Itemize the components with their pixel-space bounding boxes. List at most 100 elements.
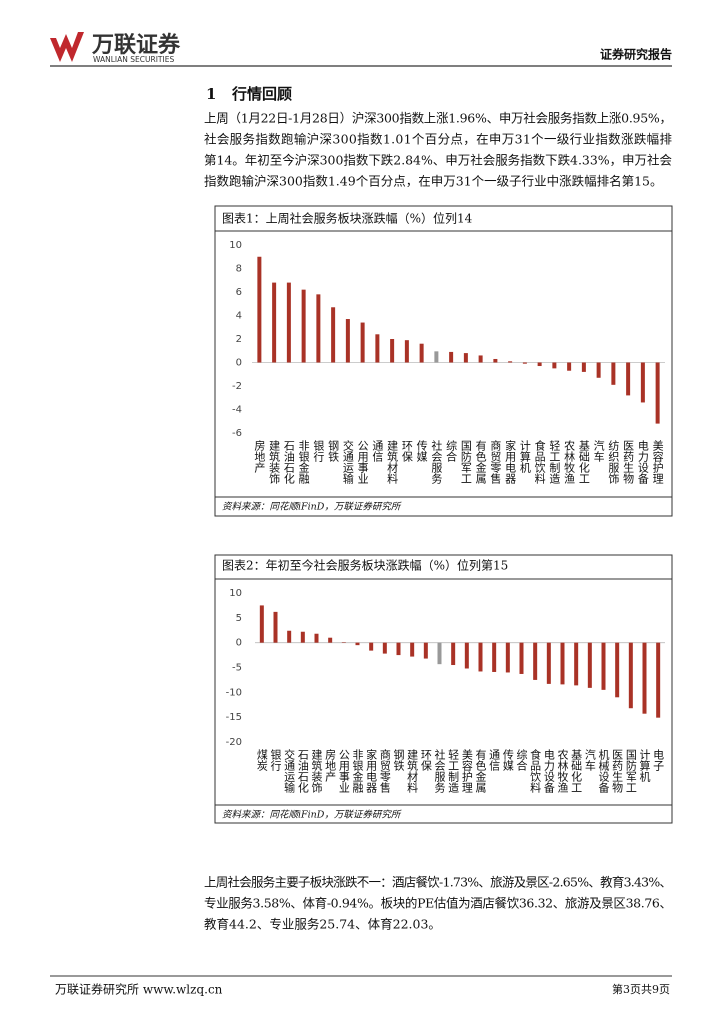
bar: [628, 642, 633, 709]
bar: [273, 611, 278, 643]
x-tick-label: 纺织服饰: [607, 439, 620, 484]
bar: [434, 351, 439, 363]
bar: [640, 362, 645, 403]
bar: [505, 642, 510, 673]
x-tick-label: 食品饮料: [529, 748, 542, 794]
x-tick-label: 综合: [515, 748, 528, 771]
x-tick-label: 医药生物: [611, 749, 624, 793]
y-tick-label: 6: [236, 287, 242, 298]
x-tick-label: 石油石化: [296, 749, 309, 794]
bar: [655, 362, 660, 424]
bar: [286, 282, 291, 363]
x-tick-label: 综合: [445, 439, 458, 462]
x-tick-label: 汽车: [592, 439, 605, 463]
bar: [449, 351, 454, 363]
bar: [345, 319, 350, 363]
bar: [300, 631, 305, 643]
x-tick-label: 家用电器: [504, 439, 517, 485]
x-tick-label: 传媒: [501, 749, 514, 772]
x-tick-label: 传媒: [415, 440, 428, 463]
x-tick-label: 交通运输: [341, 439, 354, 485]
bar: [423, 642, 428, 659]
y-tick-label: -20: [226, 737, 242, 748]
bar: [546, 642, 551, 684]
y-tick-label: 10: [229, 588, 242, 599]
x-tick-label: 建筑装饰: [310, 748, 323, 793]
x-tick-label: 农林牧渔: [563, 439, 576, 485]
x-tick-label: 美容护理: [460, 749, 473, 793]
x-tick-label: 石油石化: [282, 440, 295, 485]
bar: [382, 642, 387, 654]
y-tick-label: 2: [236, 334, 242, 345]
bar: [410, 642, 415, 657]
bar: [492, 642, 497, 672]
logo: [50, 32, 84, 62]
x-tick-label: 钢铁: [327, 440, 340, 462]
y-tick-label: 10: [229, 240, 242, 251]
bar: [419, 343, 424, 363]
x-tick-label: 建筑装饰: [268, 439, 281, 484]
x-tick-label: 通信: [488, 749, 501, 772]
paragraph-line: 上周（1月22日-1月28日）沪深300指数上涨1.96%、申万社会服务指数上涨…: [204, 111, 672, 126]
source: 资料来源：同花顺iFinD，万联证券研究所: [222, 501, 402, 513]
bar: [451, 642, 456, 666]
y-tick-label: 4: [236, 311, 242, 322]
x-tick-label: 电力设备: [542, 749, 555, 794]
bar: [259, 605, 264, 643]
x-tick-label: 医药生物: [622, 440, 635, 484]
figure-frame: [214, 205, 673, 517]
y-tick-label: -2: [232, 381, 242, 392]
bar: [519, 642, 524, 674]
bar: [369, 642, 374, 651]
paragraph-line: 专业服务3.58%、体育-0.94%。板块的PE估值为酒店餐饮36.32、旅游及…: [204, 896, 672, 911]
x-tick-label: 基础化工: [570, 749, 583, 793]
bar: [587, 642, 592, 688]
bar: [404, 340, 409, 363]
bar: [601, 642, 606, 690]
bar: [642, 642, 647, 714]
x-tick-label: 有色金属: [474, 748, 487, 794]
paragraph-line: 社会服务指数跑输沪深300指数1.01个百分点，在申万31个一级行业指数涨跌幅排: [204, 132, 672, 147]
bar: [478, 642, 483, 672]
x-tick-label: 轻工制造: [447, 748, 460, 793]
x-tick-label: 煤炭: [255, 749, 268, 772]
bar: [552, 362, 557, 369]
bar: [301, 289, 306, 363]
x-tick-label: 建筑材料: [386, 439, 399, 485]
x-tick-label: 农林牧渔: [556, 748, 569, 794]
x-tick-label: 通信: [371, 440, 384, 463]
bar: [626, 362, 631, 396]
footer-left: 万联证券研究所 www.wlzq.cn: [55, 982, 223, 997]
x-tick-label: 基础化工: [577, 440, 590, 484]
bar: [464, 642, 469, 669]
bar: [314, 633, 319, 643]
x-tick-label: 交通运输: [283, 748, 296, 794]
paragraph-line: 第14。年初至今沪深300指数下跌2.84%、申万社会服务指数下跌4.33%，申…: [204, 153, 672, 168]
y-tick-label: -6: [232, 428, 242, 439]
x-tick-label: 房地产: [324, 749, 337, 783]
y-tick-label: -15: [226, 712, 242, 723]
bar: [656, 642, 661, 718]
paragraph-line: 上周社会服务主要子板块涨跌不一：酒店餐饮-1.73%、旅游及景区-2.65%、教…: [204, 875, 672, 890]
bar: [615, 642, 620, 698]
x-tick-label: 非银金融: [351, 749, 364, 794]
x-tick-label: 环保: [419, 749, 432, 772]
bar: [287, 630, 292, 643]
x-tick-label: 国防军工: [624, 749, 637, 793]
x-tick-label: 商贸零售: [489, 439, 502, 485]
y-tick-label: 8: [236, 264, 242, 275]
bar: [375, 334, 380, 363]
bar: [522, 362, 527, 364]
x-tick-label: 社会服务: [430, 439, 443, 484]
x-tick-label: 汽车: [583, 748, 596, 772]
y-tick-label: -10: [226, 687, 242, 698]
x-tick-label: 电力设备: [636, 440, 649, 485]
x-tick-label: 美容护理: [651, 440, 664, 484]
bar: [328, 637, 333, 643]
bar: [437, 642, 442, 665]
x-tick-label: 银行: [269, 748, 282, 772]
report-type: 证券研究报告: [600, 47, 672, 62]
y-tick-label: 0: [236, 638, 242, 649]
x-tick-label: 公用事业: [356, 440, 369, 484]
paragraph-line: 指数跑输沪深300指数1.49个百分点，在申万31个一级子行业中涨跌幅排名第15…: [204, 174, 663, 189]
